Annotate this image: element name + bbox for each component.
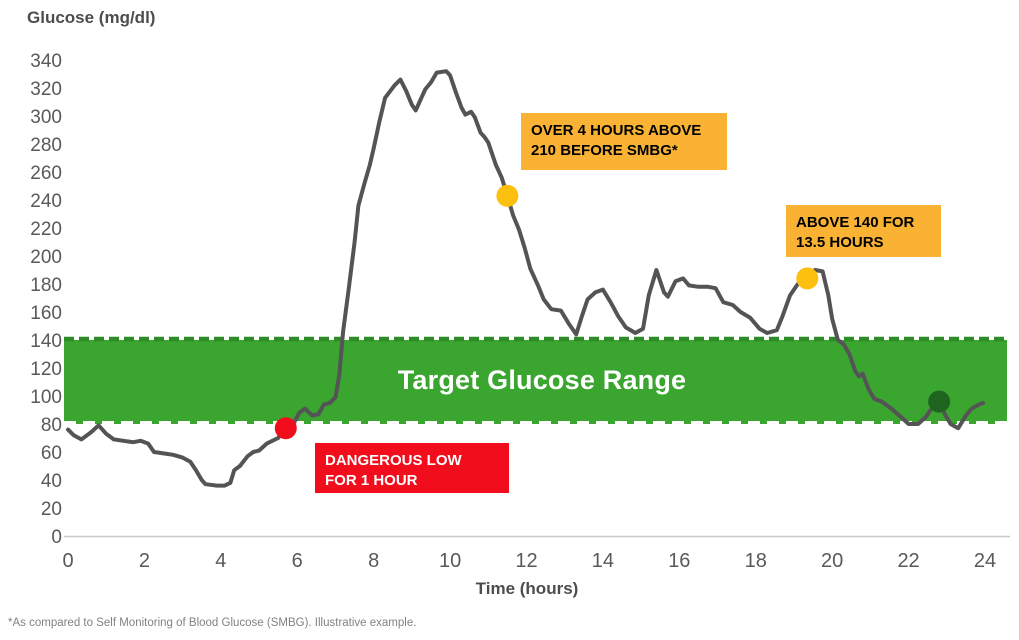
y-tick-label: 0 (51, 527, 62, 548)
y-tick-label: 240 (30, 191, 62, 212)
annotation-over-4-hours-above-210: OVER 4 HOURS ABOVE 210 BEFORE SMBG* (521, 113, 727, 170)
y-tick-label: 220 (30, 219, 62, 240)
x-tick-label: 10 (439, 550, 461, 572)
above-140-marker (796, 267, 819, 290)
dangerous-low-marker (274, 417, 297, 440)
y-tick-label: 340 (30, 51, 62, 72)
y-tick-label: 140 (30, 331, 62, 352)
y-tick-label: 180 (30, 275, 62, 296)
y-tick-label: 320 (30, 79, 62, 100)
x-tick-label: 16 (668, 550, 690, 572)
x-tick-label: 2 (139, 550, 150, 572)
x-tick-label: 6 (292, 550, 303, 572)
y-tick-label: 160 (30, 303, 62, 324)
smbg-marker (496, 184, 519, 207)
x-tick-label: 14 (592, 550, 614, 572)
x-tick-label: 0 (62, 550, 73, 572)
x-tick-label: 24 (974, 550, 996, 572)
y-tick-label: 40 (41, 471, 62, 492)
y-tick-label: 280 (30, 135, 62, 156)
x-axis-title: Time (hours) (475, 579, 579, 598)
x-tick-label: 8 (368, 550, 379, 572)
footnote: *As compared to Self Monitoring of Blood… (8, 617, 417, 629)
y-tick-label: 260 (30, 163, 62, 184)
x-tick-label: 4 (215, 550, 226, 572)
chart-title: Glucose (mg/dl) (27, 8, 156, 27)
y-tick-label: 300 (30, 107, 62, 128)
end-of-day-marker (928, 390, 951, 413)
y-tick-label: 20 (41, 499, 62, 520)
y-tick-label: 200 (30, 247, 62, 268)
x-tick-label: 12 (515, 550, 537, 572)
x-tick-label: 22 (897, 550, 919, 572)
y-tick-label: 100 (30, 387, 62, 408)
y-tick-label: 120 (30, 359, 62, 380)
x-tick-label: 20 (821, 550, 843, 572)
y-tick-label: 80 (41, 415, 62, 436)
annotation-above-140-for-13-5-hours: ABOVE 140 FOR 13.5 HOURS (786, 205, 941, 257)
target-range-label: Target Glucose Range (397, 365, 687, 395)
glucose-line (66, 69, 986, 488)
annotation-dangerous-low-for-1-hour: DANGEROUS LOW FOR 1 HOUR (315, 443, 509, 493)
x-tick-label: 18 (745, 550, 767, 572)
y-tick-label: 60 (41, 443, 62, 464)
